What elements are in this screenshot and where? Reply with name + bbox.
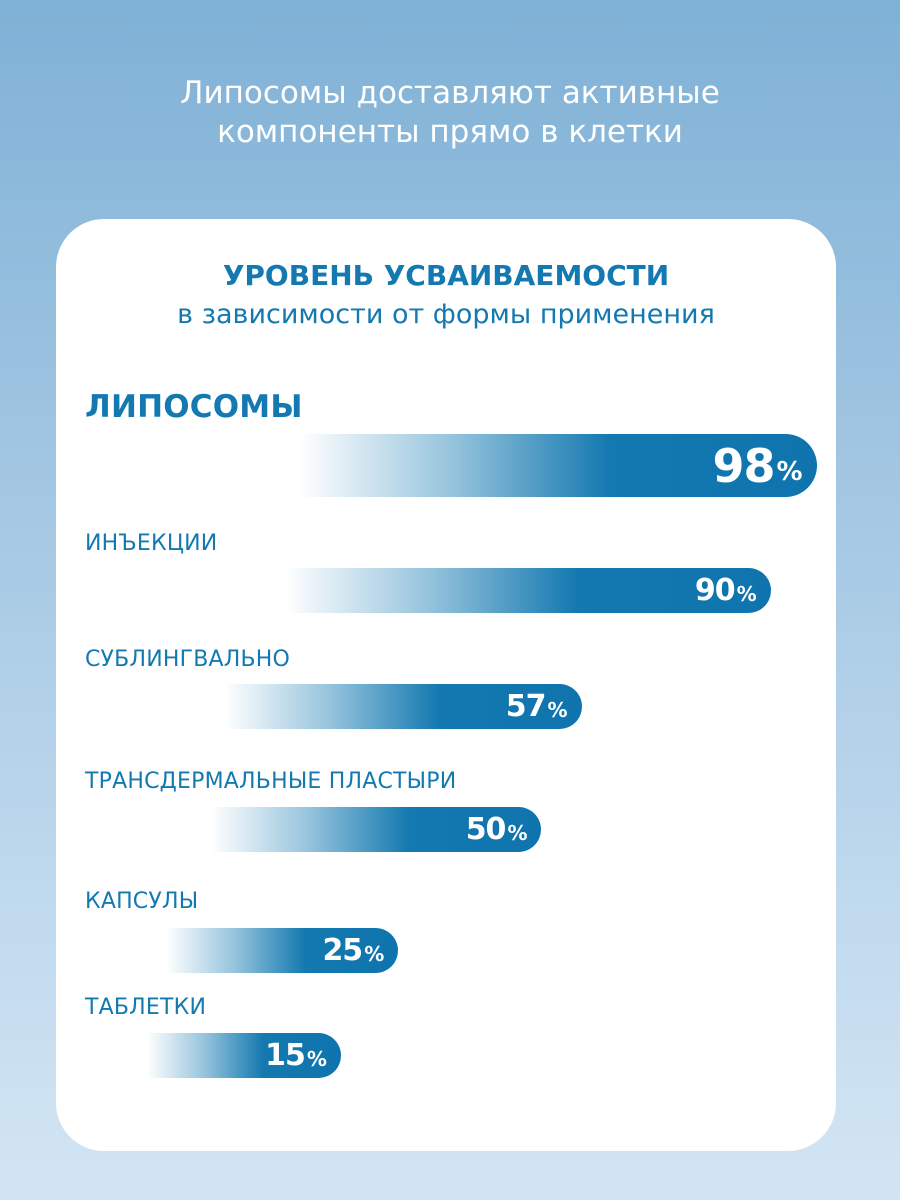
bar-label: ТАБЛЕТКИ	[85, 995, 207, 1020]
bar-value-unit: %	[306, 1046, 327, 1071]
chart-subtitle: в зависимости от формы применения	[177, 299, 715, 330]
bar-label: КАПСУЛЫ	[85, 889, 199, 914]
bar-value-unit: %	[364, 941, 385, 966]
bar-value-number: 25	[322, 933, 363, 968]
bar-value-label: 57%	[506, 684, 568, 729]
bar: 98%	[299, 434, 817, 497]
bar-value-label: 98%	[712, 434, 802, 497]
bar-value-number: 90	[694, 573, 736, 608]
bar-value-label: 50%	[466, 807, 528, 852]
bar-value-label: 15%	[265, 1033, 327, 1078]
bar: 90%	[284, 568, 771, 613]
bar-label: ИНЪЕКЦИИ	[85, 531, 218, 556]
bar-label: ЛИПОСОМЫ	[85, 389, 303, 425]
bar-value-unit: %	[547, 697, 568, 722]
bar: 15%	[147, 1033, 341, 1078]
bar: 50%	[211, 807, 542, 852]
bar-value-number: 98	[712, 438, 775, 493]
bar-label: ТРАНСДЕРМАЛЬНЫЕ ПЛАСТЫРИ	[85, 769, 457, 794]
chart-title: УРОВЕНЬ УСВАИВАЕМОСТИ	[222, 259, 670, 292]
bar-value-unit: %	[776, 456, 803, 487]
headline: Липосомы доставляют активные компоненты …	[0, 74, 900, 152]
bar-value-number: 15	[265, 1038, 306, 1073]
bar-chart: ЛИПОСОМЫ 98% ИНЪЕКЦИИ 90% СУБЛИНГВАЛЬНО 57% ТР…	[56, 219, 836, 1151]
bar-value-number: 50	[465, 812, 507, 847]
headline-line-2: компоненты прямо в клетки	[217, 114, 683, 150]
bar-value-unit: %	[736, 581, 757, 606]
headline-line-1: Липосомы доставляют активные	[180, 75, 720, 111]
chart-card: УРОВЕНЬ УСВАИВАЕМОСТИ в зависимости от ф…	[56, 219, 836, 1151]
bar: 57%	[224, 684, 582, 729]
bar: 25%	[165, 928, 399, 973]
bar-value-label: 25%	[322, 928, 384, 973]
bar-value-label: 90%	[695, 568, 757, 613]
bar-label: СУБЛИНГВАЛЬНО	[85, 647, 291, 672]
bar-value-unit: %	[507, 820, 528, 845]
bar-value-number: 57	[505, 689, 547, 724]
